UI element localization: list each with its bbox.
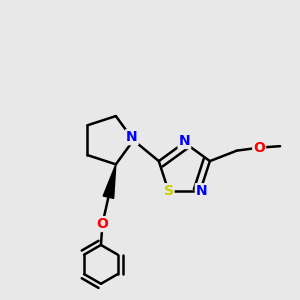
Text: O: O: [97, 217, 108, 231]
Text: O: O: [253, 141, 265, 155]
Text: S: S: [164, 184, 173, 198]
Text: N: N: [196, 184, 207, 198]
Text: N: N: [126, 130, 138, 144]
Text: N: N: [178, 134, 190, 148]
Polygon shape: [103, 164, 116, 198]
